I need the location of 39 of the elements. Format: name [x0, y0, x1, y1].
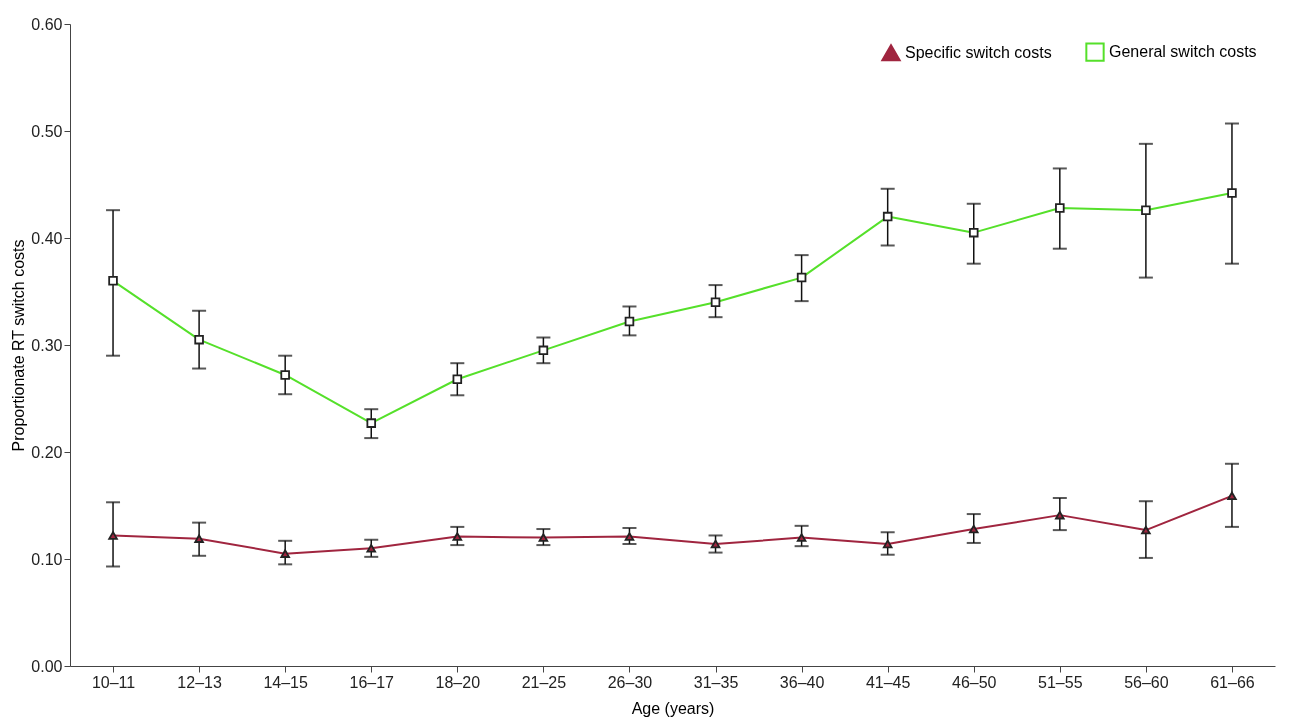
x-tick-label: 18–20 [435, 673, 481, 691]
point [1055, 510, 1065, 520]
y-tick-label: 0.40 [31, 229, 63, 247]
x-tick-label: 21–25 [521, 673, 567, 691]
x-tick-label: 51–55 [1038, 673, 1083, 691]
x-tick-label: 56–60 [1124, 673, 1169, 691]
point [796, 533, 807, 542]
y-tick-label: 0.60 [31, 15, 63, 33]
point [882, 539, 893, 549]
x-tick-label: 41–45 [865, 673, 911, 691]
point [1141, 525, 1151, 535]
y-tick-label: 0.10 [31, 550, 63, 568]
x-tick-label: 26–30 [607, 673, 653, 691]
point [280, 549, 290, 558]
y-tick-label: 0.20 [31, 443, 63, 461]
point [538, 533, 549, 542]
x-tick-label: 14–15 [263, 673, 309, 691]
x-tick-label: 36–40 [779, 673, 825, 691]
x-tick-label: 16–17 [349, 673, 395, 691]
y-tick-label: 0.00 [31, 657, 63, 675]
point [194, 534, 204, 543]
y-axis-title: Proportionate RT switch costs [10, 239, 28, 452]
point [366, 544, 377, 553]
point [452, 532, 463, 541]
x-tick-label: 12–13 [177, 673, 222, 691]
point [1227, 491, 1237, 501]
point [624, 532, 635, 541]
y-tick-label: 0.30 [31, 336, 63, 354]
point [108, 531, 118, 540]
x-tick-label: 10–11 [91, 673, 136, 691]
x-axis-title: Age (years) [631, 699, 715, 717]
legend-label: Specific switch costs [905, 43, 1052, 61]
point [710, 539, 721, 549]
y-tick-label: 0.50 [31, 122, 63, 140]
point [968, 524, 979, 534]
x-tick-label: 46–50 [952, 673, 997, 691]
x-tick-label: 61–66 [1210, 673, 1255, 691]
legend-label: General switch costs [1109, 43, 1257, 61]
x-tick-label: 31–35 [693, 673, 739, 691]
